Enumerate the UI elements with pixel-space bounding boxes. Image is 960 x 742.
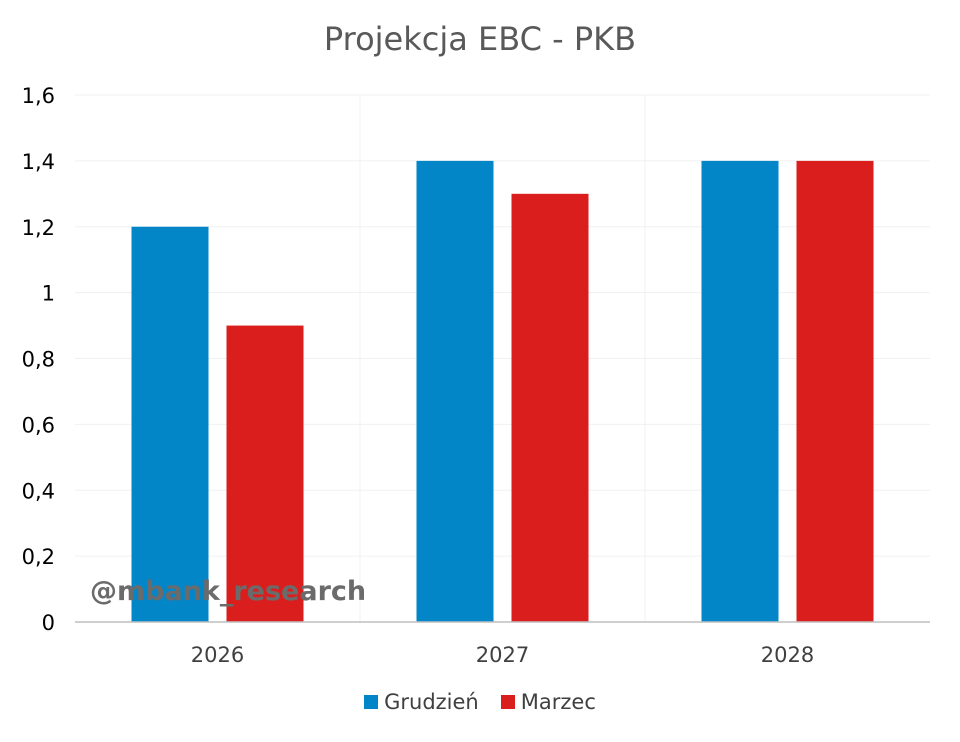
legend-label: Marzec: [520, 690, 596, 714]
y-tick-label: 0,2: [22, 545, 55, 569]
x-tick-label: 2027: [476, 643, 529, 667]
legend-label: Grudzień: [384, 690, 479, 714]
x-axis-ticks: 2026 2027 2028: [191, 643, 814, 667]
bar-2028-series-1: [701, 160, 779, 622]
y-tick-label: 0,8: [22, 348, 55, 372]
legend-swatch: [364, 695, 379, 709]
bar-2026-series-2: [226, 325, 304, 622]
legend-item: Grudzień: [364, 690, 479, 714]
bar-2027-series-2: [511, 193, 589, 622]
y-tick-label: 0,6: [22, 413, 55, 437]
chart-title: Projekcja EBC - PKB: [323, 20, 637, 58]
bars: [131, 160, 874, 622]
watermark-text: @mbank_research: [90, 576, 366, 607]
gridlines: [75, 94, 930, 622]
x-tick-label: 2026: [191, 643, 244, 667]
y-tick-label: 1,6: [22, 84, 55, 108]
bar-2028-series-2: [796, 160, 874, 622]
y-tick-label: 1: [42, 282, 55, 306]
bar-2026-series-1: [131, 226, 209, 622]
bar-2027-series-1: [416, 160, 494, 622]
y-tick-label: 1,2: [22, 216, 55, 240]
legend-item: Marzec: [500, 690, 596, 714]
y-axis-ticks: 0 0,2 0,4 0,6 0,8 1 1,2 1,4 1,6: [22, 84, 55, 635]
legend-swatch: [500, 695, 515, 709]
y-tick-label: 0,4: [22, 479, 55, 503]
y-tick-label: 0: [42, 611, 55, 635]
y-tick-label: 1,4: [22, 150, 55, 174]
legend: Grudzień Marzec: [0, 690, 960, 714]
x-tick-label: 2028: [761, 643, 814, 667]
